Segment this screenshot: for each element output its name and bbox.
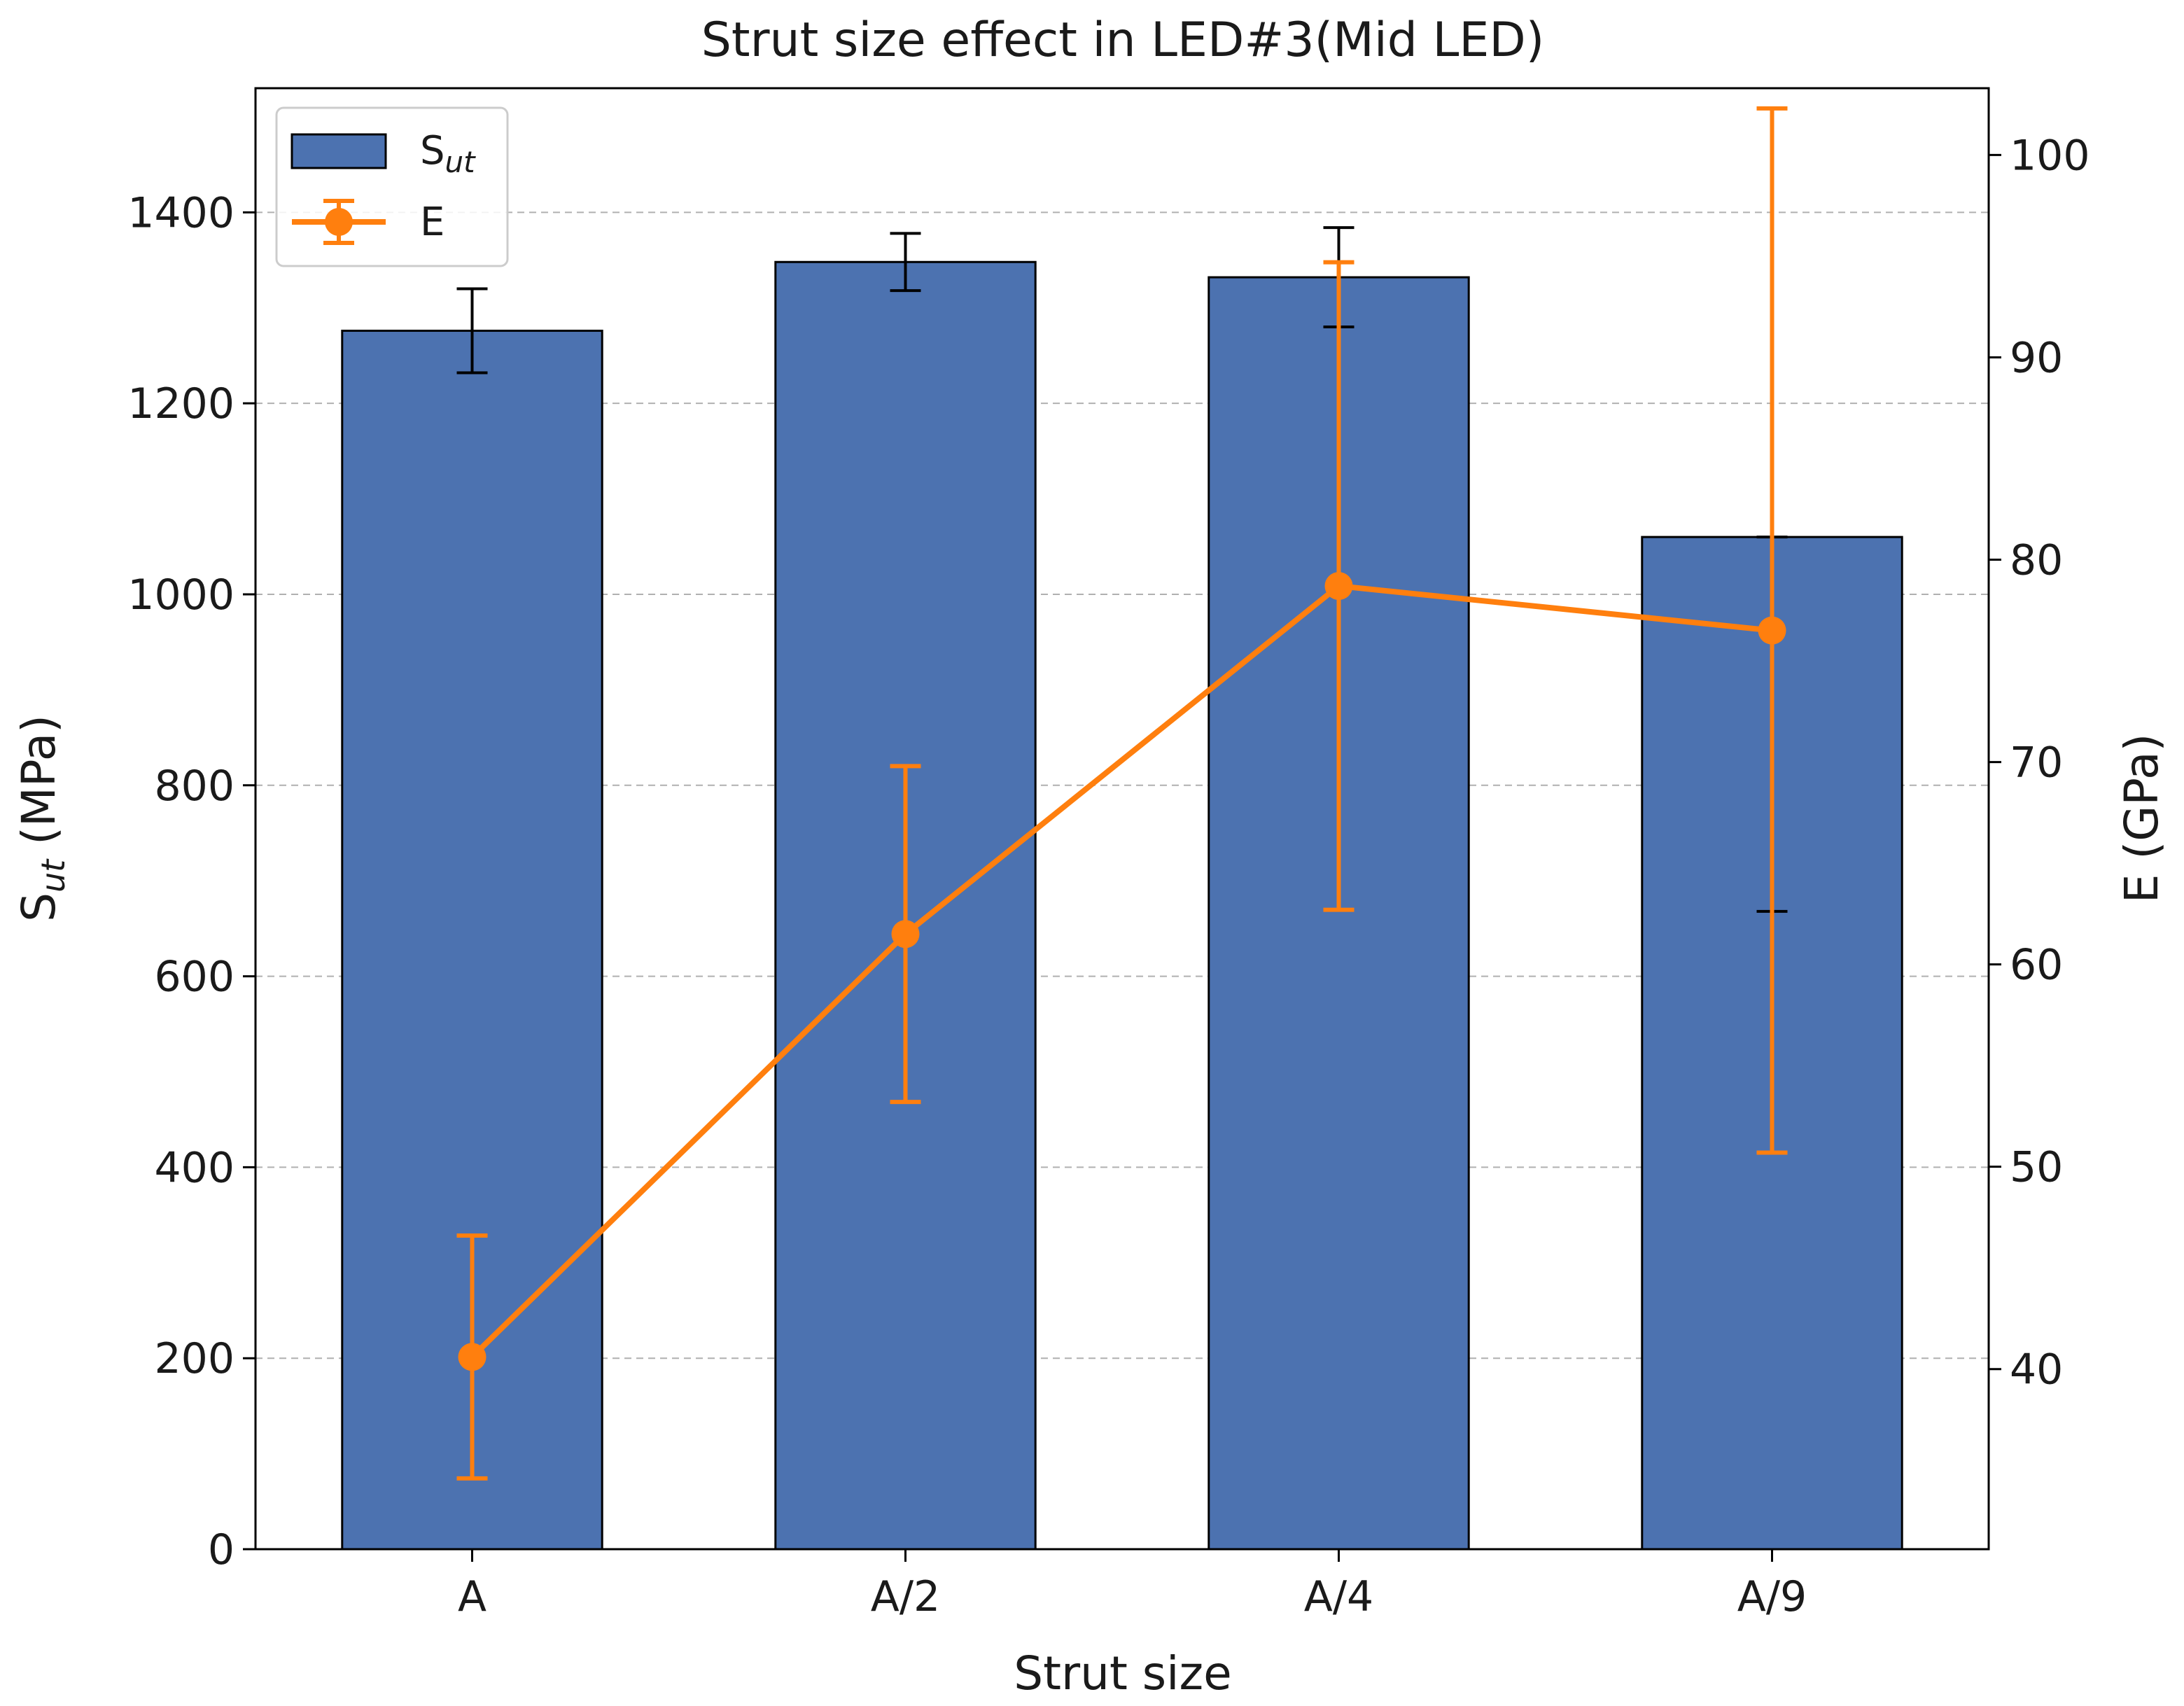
- x-tick-label: A: [458, 1572, 486, 1621]
- e-point: [891, 920, 920, 949]
- y-tick-label: 200: [154, 1334, 234, 1383]
- y-tick-label: 800: [154, 762, 234, 811]
- y-tick-label: 400: [154, 1143, 234, 1192]
- e-point: [1758, 616, 1786, 645]
- e-point: [458, 1343, 486, 1371]
- legend-sut-sub: ut: [445, 145, 477, 179]
- y-tick-label: 1000: [127, 571, 234, 620]
- y2-tick-label: 80: [2010, 536, 2063, 585]
- y-tick-label: 600: [154, 953, 234, 1002]
- x-tick-label: A/2: [871, 1572, 940, 1621]
- chart-title: Strut size effect in LED#3(Mid LED): [701, 13, 1544, 68]
- legend: Sut E: [275, 106, 509, 267]
- y2-tick-label: 40: [2010, 1345, 2063, 1394]
- e-line: [470, 583, 1772, 1359]
- legend-sut-base: S: [420, 128, 445, 174]
- y-axis-label-unit: (MPa): [12, 715, 66, 860]
- legend-label-sut: Sut: [420, 128, 476, 179]
- y-tick-label: 0: [208, 1525, 234, 1574]
- x-tick-label: A/4: [1304, 1572, 1373, 1621]
- y-tick-label: 1200: [127, 379, 234, 428]
- y-axis-left: 0 200 400 600 800 1000 1200 1400: [127, 188, 255, 1574]
- legend-e-marker: [325, 208, 353, 236]
- y2-axis-label: E (GPa): [2115, 734, 2169, 904]
- plot-frame: [254, 87, 1990, 1551]
- legend-swatch-sut: [290, 133, 387, 169]
- y-axis-label: Sut (MPa): [12, 715, 72, 922]
- legend-swatch-e: [292, 199, 386, 245]
- y2-tick-label: 70: [2010, 739, 2063, 788]
- x-tick-label: A/9: [1737, 1572, 1807, 1621]
- y2-tick-label: 60: [2010, 941, 2063, 990]
- legend-label-e: E: [420, 200, 444, 245]
- x-axis: A A/2 A/4 A/9: [458, 1549, 1807, 1621]
- y2-tick-label: 50: [2010, 1143, 2063, 1192]
- y2-tick-label: 90: [2010, 333, 2063, 382]
- y-axis-label-sub: ut: [34, 858, 72, 893]
- y-axis-label-base: S: [12, 893, 66, 922]
- y-tick-label: 1400: [127, 188, 234, 237]
- legend-frame: [275, 106, 509, 267]
- x-axis-label: Strut size: [1014, 1646, 1232, 1700]
- y2-tick-label: 100: [2010, 131, 2090, 180]
- y-axis-right: 40 50 60 70 80 90 100: [1989, 131, 2090, 1394]
- line-series: [456, 106, 1788, 1481]
- e-point: [1324, 572, 1353, 601]
